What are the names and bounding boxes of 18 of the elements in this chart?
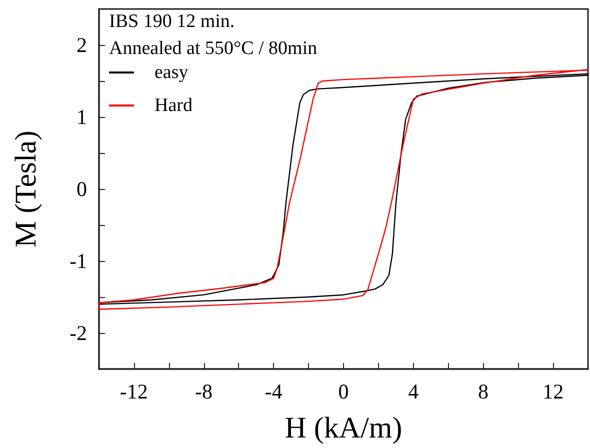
legend-label: Hard xyxy=(154,95,193,116)
x-tick-label: 12 xyxy=(542,380,564,404)
y-tick-label: 2 xyxy=(76,33,87,57)
x-tick-label: 8 xyxy=(478,380,488,404)
y-tick-label: -2 xyxy=(70,321,87,345)
legend-label: easy xyxy=(154,62,189,83)
x-tick-label: -12 xyxy=(120,380,148,404)
x-tick-label: -4 xyxy=(264,380,283,404)
y-axis-title: M (Tesla) xyxy=(10,130,42,248)
y-tick-label: 1 xyxy=(76,105,87,129)
y-tick-label: 0 xyxy=(76,177,87,201)
x-tick-label: 0 xyxy=(338,380,349,404)
annotation: Annealed at 550°C / 80min xyxy=(109,38,318,59)
y-tick-label: -1 xyxy=(70,249,87,273)
x-axis-title: H (kA/m) xyxy=(284,412,402,444)
x-tick-label: -8 xyxy=(195,380,213,404)
x-tick-label: 4 xyxy=(408,380,420,404)
annotation: IBS 190 12 min. xyxy=(109,11,235,32)
